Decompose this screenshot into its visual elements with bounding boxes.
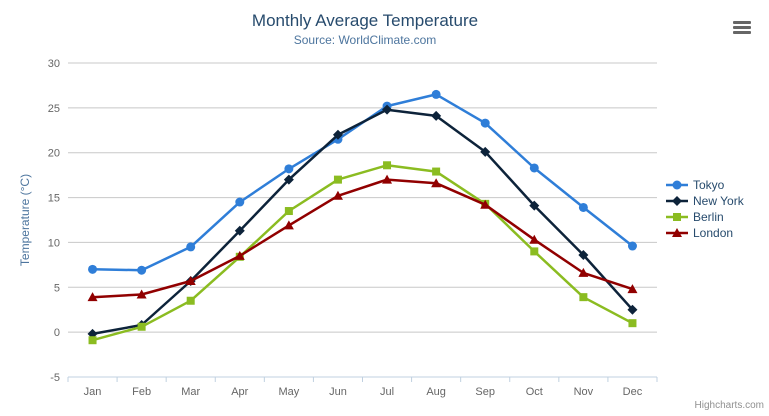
series-marker-tokyo[interactable] <box>627 241 637 251</box>
series-marker-london[interactable] <box>283 220 294 230</box>
series-marker-berlin[interactable] <box>383 161 392 170</box>
legend-item-tokyo[interactable]: Tokyo <box>666 177 744 193</box>
series-marker-tokyo[interactable] <box>284 164 294 174</box>
legend-item-london[interactable]: London <box>666 225 744 241</box>
y-axis-label: 25 <box>48 103 60 115</box>
legend-label: Berlin <box>693 210 724 224</box>
x-axis-label: Aug <box>426 386 446 398</box>
legend-marker-berlin[interactable] <box>673 213 681 221</box>
series-marker-new-york[interactable] <box>431 110 442 121</box>
chart-subtitle: Source: WorldClimate.com <box>293 33 437 47</box>
series-marker-berlin[interactable] <box>88 336 97 345</box>
series-marker-london[interactable] <box>185 276 196 286</box>
series-marker-new-york[interactable] <box>627 304 638 315</box>
series-marker-new-york[interactable] <box>332 129 343 140</box>
y-axis-label: 20 <box>48 148 60 160</box>
menu-bar <box>733 26 751 29</box>
series-marker-new-york[interactable] <box>382 104 393 115</box>
square-icon <box>666 213 688 221</box>
series-marker-berlin[interactable] <box>432 167 441 176</box>
series-marker-new-york[interactable] <box>480 146 491 157</box>
hamburger-menu-icon[interactable] <box>733 21 751 34</box>
series-marker-berlin[interactable] <box>284 207 293 216</box>
series-marker-london[interactable] <box>87 292 98 302</box>
series-marker-tokyo[interactable] <box>578 202 588 212</box>
series-marker-tokyo[interactable] <box>480 118 490 128</box>
y-axis-label: 5 <box>54 282 60 294</box>
series-marker-london[interactable] <box>627 284 638 294</box>
y-axis-label: 10 <box>48 237 60 249</box>
series-marker-london[interactable] <box>332 190 343 200</box>
series-marker-london[interactable] <box>234 250 245 260</box>
series-marker-new-york[interactable] <box>529 200 540 211</box>
legend-item-berlin[interactable]: Berlin <box>666 209 744 225</box>
menu-bar <box>733 31 751 34</box>
x-axis-label: Jan <box>84 386 102 398</box>
series-marker-new-york[interactable] <box>234 225 245 236</box>
y-axis-label: 30 <box>48 58 60 70</box>
diamond-icon <box>666 196 688 206</box>
series-marker-tokyo[interactable] <box>88 264 98 274</box>
legend-label: New York <box>693 194 744 208</box>
series-marker-tokyo[interactable] <box>235 197 245 207</box>
x-axis-label: Dec <box>623 386 643 398</box>
x-axis-label: May <box>278 386 299 398</box>
legend-marker-london[interactable] <box>672 228 682 237</box>
x-axis-label: Jul <box>380 386 394 398</box>
legend-label: Tokyo <box>693 178 725 192</box>
series-line-new-york <box>92 108 634 336</box>
x-axis-label: Jun <box>329 386 347 398</box>
y-axis-label: -5 <box>50 372 60 384</box>
x-axis-label: Sep <box>475 386 495 398</box>
series-line-london <box>92 178 633 299</box>
series-marker-tokyo[interactable] <box>137 265 147 275</box>
legend-item-new-york[interactable]: New York <box>666 193 744 209</box>
chart-title: Monthly Average Temperature <box>251 11 479 30</box>
series-marker-new-york[interactable] <box>578 249 589 260</box>
series-marker-london[interactable] <box>431 178 442 188</box>
series-marker-berlin[interactable] <box>530 247 539 256</box>
series-marker-tokyo[interactable] <box>431 89 441 99</box>
y-axis-label: 15 <box>48 193 60 205</box>
y-axis-label: 0 <box>54 327 60 339</box>
circle-icon <box>666 180 688 190</box>
series-marker-london[interactable] <box>480 199 491 209</box>
x-axis-label: Feb <box>132 386 151 398</box>
series-marker-london[interactable] <box>529 234 540 244</box>
menu-bar <box>733 21 751 24</box>
series-marker-berlin[interactable] <box>186 296 195 305</box>
series-line-berlin <box>92 164 634 342</box>
series-marker-tokyo[interactable] <box>186 242 196 252</box>
legend-marker-new-york[interactable] <box>672 196 682 206</box>
triangle-icon <box>666 228 688 237</box>
highcharts-credit-link[interactable]: Highcharts.com <box>694 400 764 411</box>
legend: Tokyo New York Berlin London <box>666 177 744 241</box>
series-marker-london[interactable] <box>578 267 589 277</box>
series-marker-london[interactable] <box>136 289 147 299</box>
series-marker-tokyo[interactable] <box>529 163 539 173</box>
series-marker-berlin[interactable] <box>628 319 637 328</box>
x-axis-label: Nov <box>574 386 594 398</box>
series-marker-london[interactable] <box>382 174 393 184</box>
series-marker-new-york[interactable] <box>283 174 294 185</box>
series-marker-berlin[interactable] <box>333 175 342 184</box>
legend-marker-tokyo[interactable] <box>672 180 682 190</box>
series-marker-berlin[interactable] <box>137 322 146 331</box>
x-axis-label: Oct <box>526 386 543 398</box>
series-marker-berlin[interactable] <box>579 293 588 302</box>
legend-label: London <box>693 226 734 240</box>
x-axis-label: Apr <box>231 386 248 398</box>
x-axis-label: Mar <box>181 386 200 398</box>
series-line-tokyo <box>92 93 634 272</box>
